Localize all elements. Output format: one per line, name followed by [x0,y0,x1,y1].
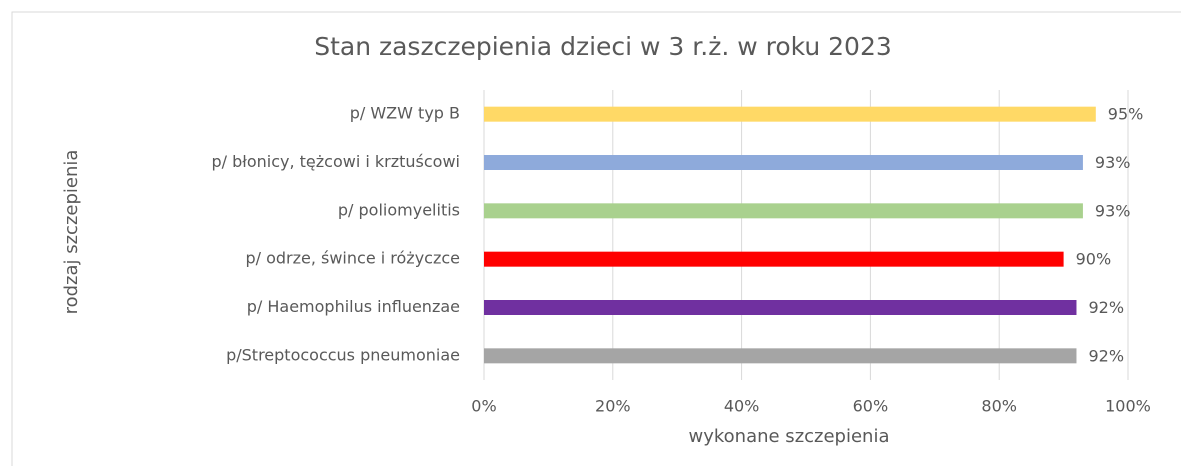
y-tick-label: p/ WZW typ B [350,104,460,123]
x-tick-label: 40% [724,397,760,416]
bar [484,251,1064,267]
chart-title: Stan zaszczepienia dzieci w 3 r.ż. w rok… [314,32,892,61]
data-label: 92% [1088,298,1124,317]
x-tick-label: 20% [595,397,631,416]
y-tick-label: p/ poliomyelitis [338,200,460,219]
data-label: 90% [1076,250,1112,269]
y-tick-label: p/ odrze, śwince i różyczce [245,249,460,268]
y-tick-label: p/ Haemophilus influenzae [247,297,460,316]
bar [484,106,1096,122]
y-axis-label: rodzaj szczepienia [61,150,82,315]
data-label: 95% [1108,105,1144,124]
bar [484,203,1083,219]
x-axis-label: wykonane szczepienia [689,426,890,447]
y-tick-label: p/Streptococcus pneumoniae [226,345,460,364]
x-tick-label: 60% [853,397,889,416]
y-tick-label: p/ błonicy, tężcowi i krztuścowi [211,152,460,171]
data-label: 92% [1088,346,1124,365]
data-label: 93% [1095,153,1131,172]
data-label: 93% [1095,201,1131,220]
bar [484,300,1077,315]
x-tick-label: 80% [981,397,1017,416]
x-tick-label: 100% [1105,397,1151,416]
x-tick-label: 0% [471,397,496,416]
bar [484,155,1083,170]
chart-frame [11,11,1181,470]
bar [484,348,1077,364]
